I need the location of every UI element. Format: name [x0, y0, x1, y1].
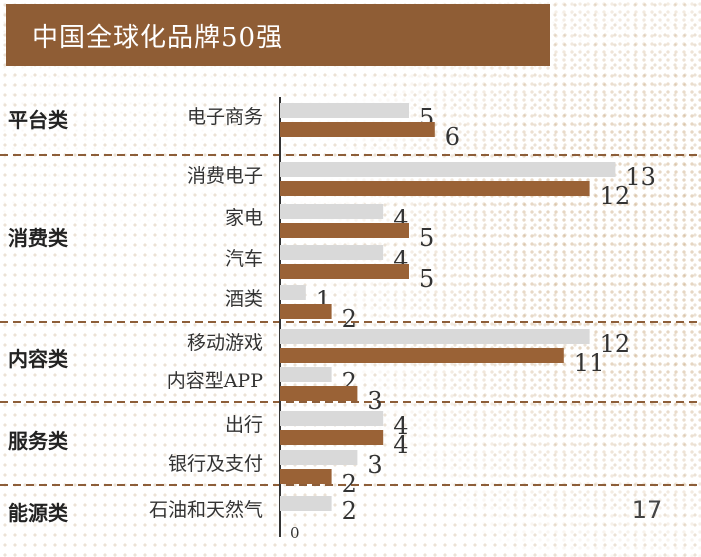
- bar-series-1: [280, 367, 332, 382]
- bar-series-1: [280, 496, 332, 511]
- bar-series-2: [280, 386, 358, 401]
- data-label: 0: [290, 524, 300, 542]
- data-label: 6: [445, 123, 460, 151]
- data-label: 3: [367, 387, 382, 415]
- category-label: 家电: [225, 207, 263, 229]
- footnote-value: 17: [632, 496, 663, 524]
- bar-series-1: [280, 162, 616, 177]
- category-label: 汽车: [225, 248, 263, 270]
- bar-series-2: [280, 348, 564, 363]
- bar-series-1: [280, 329, 590, 344]
- bar-series-2: [280, 430, 384, 445]
- data-label: 2: [342, 305, 357, 333]
- data-label: 2: [342, 497, 357, 525]
- bar-series-1: [280, 245, 384, 260]
- data-label: 13: [625, 163, 656, 191]
- group-label: 平台类: [8, 108, 68, 132]
- category-label: 内容型APP: [167, 370, 264, 392]
- chart-title: 中国全球化品牌50强: [6, 4, 550, 66]
- bar-series-2: [280, 122, 435, 137]
- category-label: 出行: [225, 414, 263, 436]
- category-label: 酒类: [225, 288, 263, 310]
- bar-series-2: [280, 181, 590, 196]
- category-label: 消费电子: [187, 165, 263, 187]
- data-label: 5: [419, 265, 434, 293]
- category-label: 电子商务: [187, 106, 263, 128]
- data-label: 11: [574, 349, 605, 377]
- data-label: 4: [393, 431, 408, 459]
- data-label: 5: [419, 224, 434, 252]
- category-label: 移动游戏: [187, 332, 263, 354]
- bar-series-1: [280, 103, 409, 118]
- bar-series-1: [280, 411, 384, 426]
- bar-series-1: [280, 204, 384, 219]
- bar-series-1: [280, 450, 358, 465]
- group-label: 服务类: [8, 429, 68, 453]
- bar-series-2: [280, 264, 409, 279]
- group-label: 内容类: [8, 347, 68, 371]
- bar-series-2: [280, 469, 332, 484]
- bar-series-1: [280, 285, 306, 300]
- bar-series-2: [280, 223, 409, 238]
- bar-series-2: [280, 304, 332, 319]
- group-label: 能源类: [8, 501, 68, 525]
- category-label: 银行及支付: [168, 453, 263, 475]
- data-label: 12: [600, 330, 631, 358]
- data-label: 2: [342, 470, 357, 498]
- category-label: 石油和天然气: [149, 499, 263, 521]
- data-label: 12: [600, 182, 631, 210]
- data-label: 3: [367, 451, 382, 479]
- group-label: 消费类: [8, 226, 68, 250]
- data-label: 4: [393, 412, 408, 440]
